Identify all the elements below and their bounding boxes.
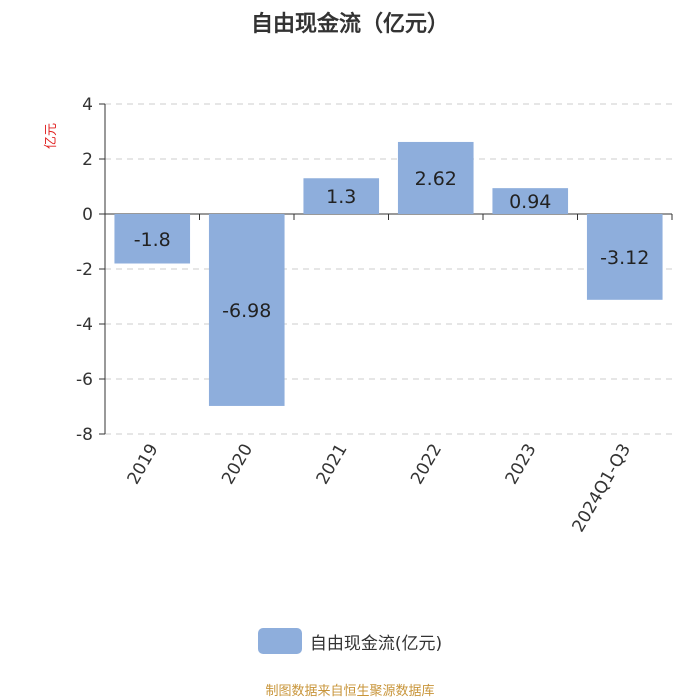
x-tick-label: 2023 [502,441,541,488]
x-tick-label: 2022 [407,441,446,488]
bar-value-label: -1.8 [134,229,171,251]
bar[interactable] [586,214,663,300]
bar[interactable] [303,178,380,214]
y-tick-label: -4 [76,315,93,335]
bar-value-label: 1.3 [326,186,356,208]
bar[interactable] [397,141,474,214]
bar-value-label: -6.98 [222,300,271,322]
bar[interactable] [492,188,569,214]
x-tick-label: 2021 [313,441,352,488]
legend[interactable]: 自由现金流(亿元) [0,628,700,654]
bar[interactable] [114,214,191,264]
bar-value-label: 2.62 [415,168,457,190]
y-tick-label: 0 [82,205,93,225]
y-axis-unit-label: 亿元 [44,123,59,149]
bar-value-label: -3.12 [600,247,649,269]
y-tick-label: -8 [76,425,93,445]
legend-swatch [257,628,302,654]
y-tick-label: -2 [76,260,93,280]
x-tick-label: 2024Q1-Q3 [569,441,636,536]
bar[interactable] [208,214,285,406]
y-tick-label: 2 [82,150,93,170]
legend-label: 自由现金流(亿元) [309,633,443,654]
chart-title: 自由现金流（亿元） [250,12,449,37]
x-tick-label: 2019 [124,441,163,488]
y-tick-label: -6 [76,370,93,390]
x-tick-label: 2020 [218,441,257,488]
bar-value-label: 0.94 [509,191,551,213]
y-tick-label: 4 [82,95,93,115]
source-note: 制图数据来自恒生聚源数据库 [265,684,435,699]
